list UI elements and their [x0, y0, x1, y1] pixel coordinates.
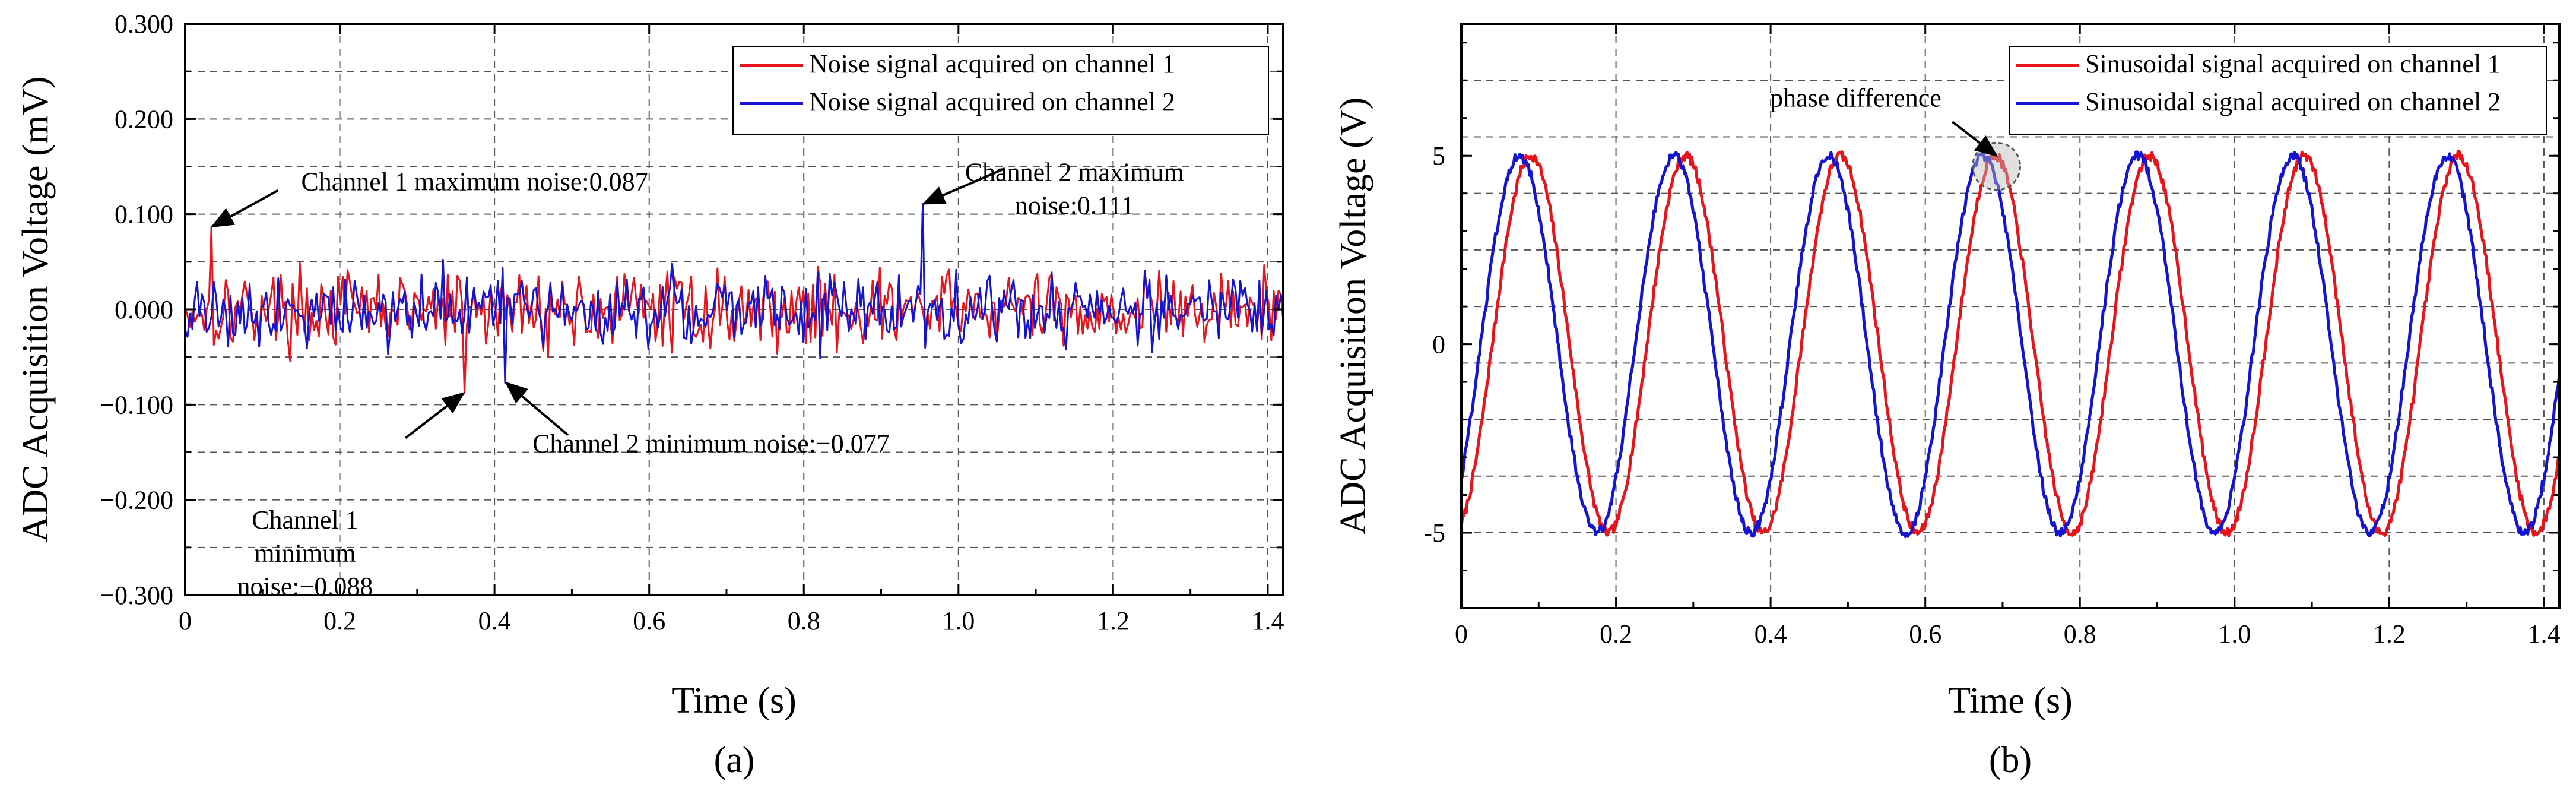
annotation-text: phase difference	[1770, 84, 1941, 113]
x-axis-title: Time (s)	[1948, 681, 2073, 721]
panel-label: (b)	[1989, 740, 2032, 780]
panel-b-chart: 0 0.2 0.4 0.6 0.8 1.0 1.2 1.4 -5 0 5 Time (s) ADC Ac…	[1333, 23, 2561, 780]
annotations: phase difference	[1770, 84, 2022, 191]
x-tick-label: 0.2	[323, 606, 356, 635]
y-axis-title: ADC Acquisition Voltage (mV)	[15, 77, 56, 543]
annotation-arrow	[505, 381, 569, 436]
annotation-text: Channel 1	[252, 505, 359, 534]
x-tick-label: 1.4	[2527, 619, 2560, 649]
y-tick-label: 0.200	[115, 105, 173, 134]
legend-label-1: Sinusoidal signal acquired on channel 1	[2085, 49, 2501, 78]
legend-label-1: Noise signal acquired on channel 1	[809, 49, 1175, 78]
legend: Noise signal acquired on channel 1 Noise …	[732, 46, 1269, 135]
y-tick-label: 0.100	[115, 200, 173, 229]
annotation-text: minimum	[254, 539, 356, 568]
y-tick-label: −0.100	[100, 390, 173, 419]
legend-label-2: Sinusoidal signal acquired on channel 2	[2085, 87, 2501, 116]
x-tick-label: 0.4	[1755, 619, 1787, 649]
x-tick-label: 0	[179, 606, 192, 635]
y-tick-label: 0.300	[115, 10, 173, 39]
legend-box	[732, 46, 1269, 135]
plot-frame	[1460, 23, 2561, 609]
phase-highlight-circle	[1972, 141, 2022, 191]
x-tick-label: 0	[1455, 619, 1468, 649]
series-group	[1461, 150, 2559, 539]
panel-label: (a)	[714, 740, 755, 780]
annotation-text: Channel 2 minimum noise:−0.077	[532, 429, 890, 458]
x-tick-label: 0.6	[633, 606, 665, 635]
annotations: Channel 1 maximum noise:0.087 Channel 2 m…	[210, 158, 1184, 601]
annotation-arrow	[210, 189, 279, 228]
y-tick-label: −0.300	[100, 581, 173, 610]
x-tick-label: 0.8	[788, 606, 820, 635]
y-axis-title: ADC Acquisition Voltage (V)	[1333, 97, 1373, 535]
legend-box	[2009, 46, 2547, 135]
annotation-arrow	[1952, 121, 1998, 157]
x-tick-label: 0.8	[2064, 619, 2096, 649]
panel-a-chart: 0 0.2 0.4 0.6 0.8 1.0 1.2 1.4 −0.300 −0.200 −0.100…	[15, 10, 1284, 780]
series-group	[185, 203, 1283, 394]
series-line-2	[185, 203, 1283, 384]
annotation-arrow	[405, 392, 465, 439]
ticks	[184, 23, 1283, 596]
y-tick-label: 0	[1432, 330, 1445, 359]
y-tick-label: -5	[1423, 518, 1445, 548]
legend-label-2: Noise signal acquired on channel 2	[809, 87, 1175, 116]
y-tick-label: 5	[1432, 141, 1445, 170]
x-tick-label: 0.4	[478, 606, 511, 635]
y-tick-label: 0.000	[115, 295, 173, 324]
x-tick-label: 1.2	[1097, 606, 1130, 635]
x-tick-label: 1.0	[2218, 619, 2251, 649]
y-tick-label: −0.200	[100, 486, 173, 515]
annotation-text: Channel 2 maximum	[965, 158, 1184, 187]
x-tick-label: 1.4	[1251, 606, 1284, 635]
annotation-text: Channel 1 maximum noise:0.087	[301, 167, 648, 197]
x-tick-label: 0.6	[1909, 619, 1941, 649]
annotation-arrow	[922, 167, 1005, 205]
x-tick-label: 1.0	[942, 606, 975, 635]
series-line-1	[1461, 150, 2559, 537]
legend: Sinusoidal signal acquired on channel 1 S…	[2009, 46, 2547, 135]
annotation-text: noise:0.111	[1015, 191, 1134, 220]
x-axis-title: Time (s)	[672, 681, 797, 721]
annotation-text: noise:−0.088	[237, 572, 373, 601]
x-tick-label: 0.2	[1600, 619, 1632, 649]
ticks	[1460, 24, 2559, 609]
series-line-2	[1461, 150, 2559, 539]
x-tick-label: 1.2	[2373, 619, 2406, 649]
